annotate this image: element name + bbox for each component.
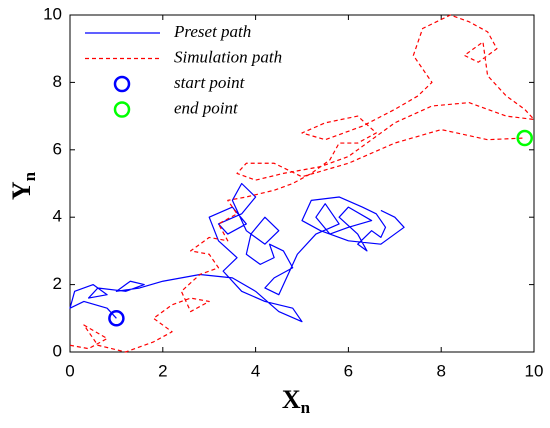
y-tick-label: 10: [43, 4, 62, 23]
x-tick-label: 0: [65, 361, 74, 380]
y-tick-label: 0: [53, 341, 62, 360]
legend-marker: [113, 75, 131, 93]
y-tick-label: 4: [53, 207, 62, 226]
x-label-sub: n: [301, 398, 311, 417]
path-line: [69, 14, 535, 353]
legend-marker: [113, 101, 131, 118]
legend-label: Preset path: [173, 22, 251, 41]
y-tick-label: 6: [53, 139, 62, 158]
x-tick-label: 2: [158, 361, 167, 380]
point-marker: [516, 129, 533, 147]
plot-frame: [69, 14, 535, 353]
y-axis-label: Yn: [7, 171, 39, 200]
legend-label: end point: [174, 98, 239, 117]
y-tick-label: 2: [53, 274, 62, 293]
x-label-text: X: [282, 385, 301, 414]
y-tick-label: 8: [53, 72, 62, 91]
legend-label: Simulation path: [174, 47, 282, 66]
x-tick-label: 4: [251, 361, 260, 380]
y-label-sub: n: [20, 171, 39, 181]
path-line: [69, 182, 405, 323]
point-marker: [108, 310, 125, 327]
x-tick-label: 8: [436, 361, 445, 380]
y-label-text: Y: [7, 181, 36, 200]
legend-label: start point: [174, 73, 246, 92]
x-tick-label: 6: [344, 361, 353, 380]
x-tick-label: 10: [525, 361, 544, 380]
x-axis-label: Xn: [282, 385, 311, 417]
